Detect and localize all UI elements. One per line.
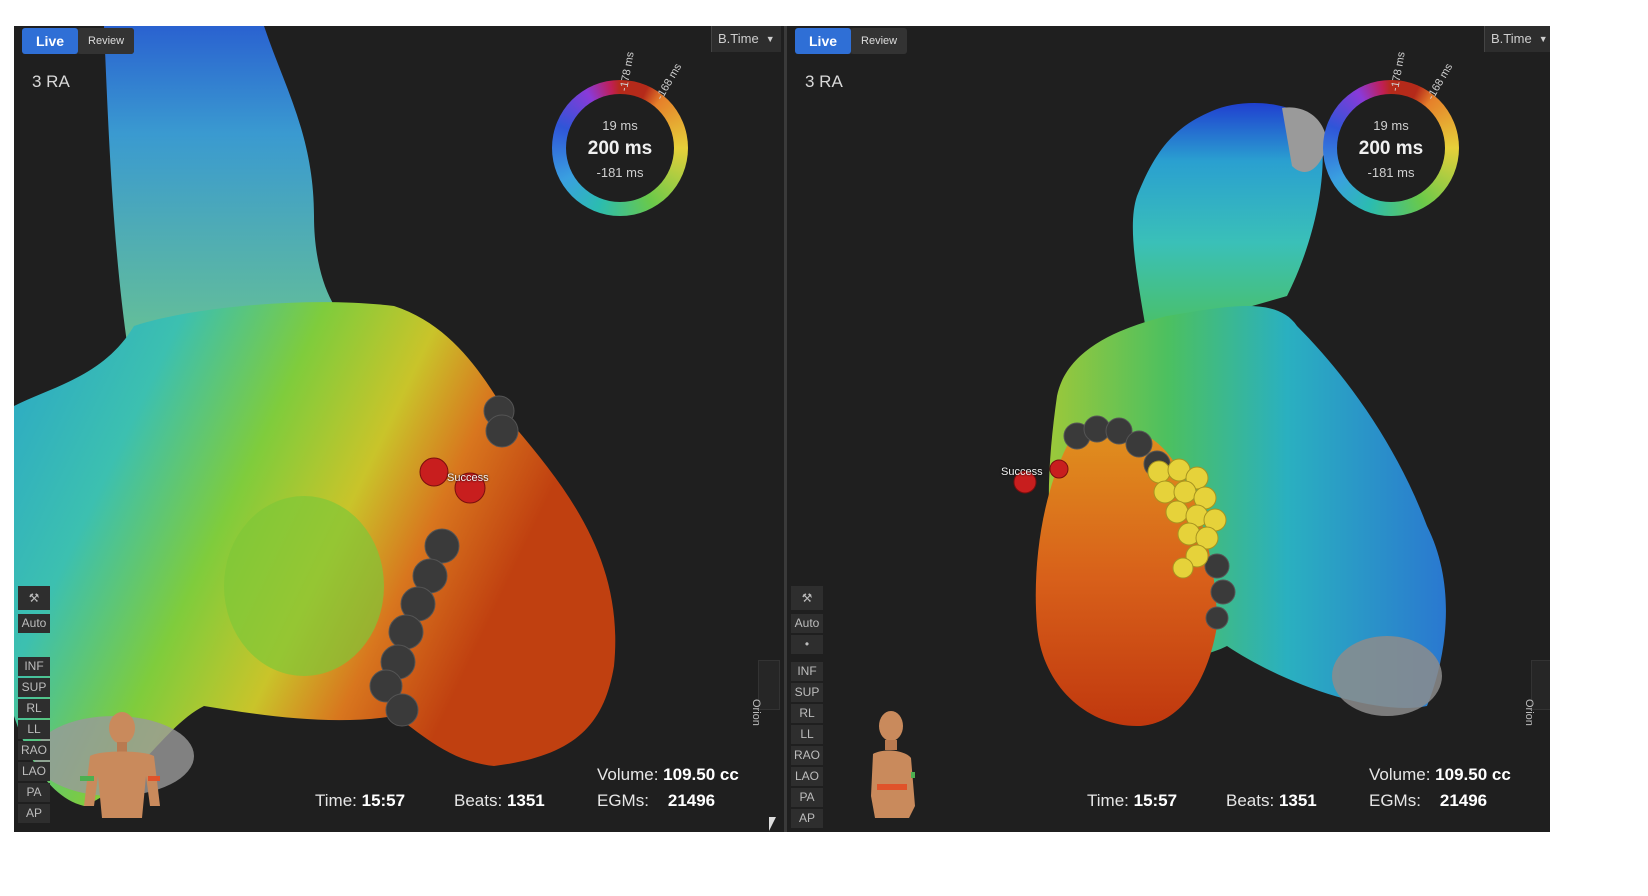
scale-dropdown-label: B.Time <box>718 31 759 46</box>
mouse-cursor-icon <box>769 817 776 831</box>
time-stat: Time: 15:57 <box>315 791 405 811</box>
time-value: 15:57 <box>1133 791 1178 810</box>
live-button[interactable]: Live <box>795 28 852 54</box>
chevron-down-icon: ▼ <box>765 34 775 44</box>
view-lao-button[interactable]: LAO <box>791 767 823 786</box>
view-toolbar: ⚒ Auto INF SUP RL LL RAO LAO PA AP <box>18 586 52 825</box>
ring-center-value: 200 ms <box>1358 138 1424 159</box>
orion-tab-label: Orion <box>750 699 762 726</box>
right-map-viewport[interactable]: Success Live Review 3 RA B.Time ▼ 19 ms … <box>787 26 1550 832</box>
view-divider[interactable] <box>784 26 787 832</box>
view-lao-button[interactable]: LAO <box>18 762 50 781</box>
view-inf-button[interactable]: INF <box>18 657 50 676</box>
volume-stat: Volume: 109.50 cc <box>1369 765 1511 785</box>
review-button[interactable]: Review <box>78 28 135 54</box>
gray-cap <box>1282 107 1327 172</box>
view-sup-button[interactable]: SUP <box>791 683 823 702</box>
svc-trunk <box>104 26 354 386</box>
view-rao-button[interactable]: RAO <box>18 741 50 760</box>
egms-stat: EGMs: 21496 <box>597 791 715 811</box>
orion-tab[interactable]: Orion <box>1523 660 1550 726</box>
torso-icon <box>871 711 915 818</box>
ring-bottom-value: -181 ms <box>596 165 644 180</box>
timing-color-ring: 19 ms 200 ms -181 ms <box>552 80 688 216</box>
left-map-viewport[interactable]: Success Live Review 3 RA B.Time ▼ 19 ms … <box>14 26 784 832</box>
time-label: Time: <box>315 791 357 810</box>
right-atrium-map[interactable] <box>787 26 1550 832</box>
auto-button[interactable]: Auto <box>791 614 823 633</box>
egms-value: 21496 <box>667 791 716 810</box>
ablation-points-red <box>1013 459 1069 494</box>
time-label: Time: <box>1087 791 1129 810</box>
ring-center: 19 ms 200 ms -181 ms <box>566 94 674 202</box>
view-pa-button[interactable]: PA <box>18 783 50 802</box>
scale-dropdown[interactable]: B.Time ▼ <box>1484 26 1550 52</box>
view-sup-button[interactable]: SUP <box>18 678 50 697</box>
volume-value: 109.50 cc <box>1435 765 1511 784</box>
svc-trunk <box>1132 103 1323 336</box>
hammer-icon[interactable]: ⚒ <box>791 586 823 610</box>
view-rao-button[interactable]: RAO <box>791 746 823 765</box>
live-button[interactable]: Live <box>22 28 79 54</box>
mode-toggle: Live Review <box>22 28 135 54</box>
auto-button[interactable]: Auto <box>18 614 50 633</box>
torso-icon <box>80 712 160 818</box>
view-ll-button[interactable]: LL <box>791 725 823 744</box>
lesion-label-success: Success <box>447 472 489 484</box>
time-stat: Time: 15:57 <box>1087 791 1177 811</box>
egms-value: 21496 <box>1439 791 1488 810</box>
egms-stat: EGMs: 21496 <box>1369 791 1487 811</box>
beats-stat: Beats: 1351 <box>1226 791 1317 811</box>
view-rl-button[interactable]: RL <box>18 699 50 718</box>
view-inf-button[interactable]: INF <box>791 662 823 681</box>
ring-bottom-value: -181 ms <box>1367 165 1415 180</box>
orion-tab-label: Orion <box>1523 699 1535 726</box>
scale-dropdown[interactable]: B.Time ▼ <box>711 26 781 52</box>
view-ap-button[interactable]: AP <box>791 809 823 828</box>
ring-center-value: 200 ms <box>587 138 653 159</box>
ring-top-value: 19 ms <box>602 118 638 133</box>
timing-color-ring: 19 ms 200 ms -181 ms <box>1323 80 1459 216</box>
ablation-cluster-yellow <box>1147 458 1227 579</box>
egms-label: EGMs: <box>597 791 649 810</box>
chevron-down-icon: ▼ <box>1538 34 1548 44</box>
beats-value: 1351 <box>1278 791 1317 810</box>
ring-center: 19 ms 200 ms -181 ms <box>1337 94 1445 202</box>
view-toolbar: ⚒ Auto • INF SUP RL LL RAO LAO PA AP <box>791 586 825 830</box>
gray-region <box>1332 636 1442 716</box>
beats-value: 1351 <box>506 791 545 810</box>
view-pa-button[interactable]: PA <box>791 788 823 807</box>
view-rl-button[interactable]: RL <box>791 704 823 723</box>
appendage-bulge <box>224 496 384 676</box>
hammer-icon[interactable]: ⚒ <box>18 586 50 610</box>
beats-label: Beats: <box>454 791 503 810</box>
orion-tab[interactable]: Orion <box>750 660 780 726</box>
volume-stat: Volume: 109.50 cc <box>597 765 739 785</box>
beats-label: Beats: <box>1226 791 1275 810</box>
lesion-label-success: Success <box>1001 466 1043 478</box>
ring-top-value: 19 ms <box>1373 118 1409 133</box>
volume-label: Volume: <box>1369 765 1431 784</box>
mode-toggle: Live Review <box>795 28 908 54</box>
time-value: 15:57 <box>361 791 406 810</box>
scale-dropdown-label: B.Time <box>1491 31 1532 46</box>
view-ll-button[interactable]: LL <box>18 720 50 739</box>
review-button[interactable]: Review <box>851 28 908 54</box>
view-ap-button[interactable]: AP <box>18 804 50 823</box>
volume-label: Volume: <box>597 765 659 784</box>
ablation-line-gray <box>369 395 519 727</box>
beats-stat: Beats: 1351 <box>454 791 545 811</box>
map-label: 3 RA <box>805 72 843 91</box>
dot-button[interactable]: • <box>791 635 823 654</box>
volume-value: 109.50 cc <box>663 765 739 784</box>
map-label: 3 RA <box>32 72 70 91</box>
egms-label: EGMs: <box>1369 791 1421 810</box>
ablation-points-red <box>419 457 486 504</box>
